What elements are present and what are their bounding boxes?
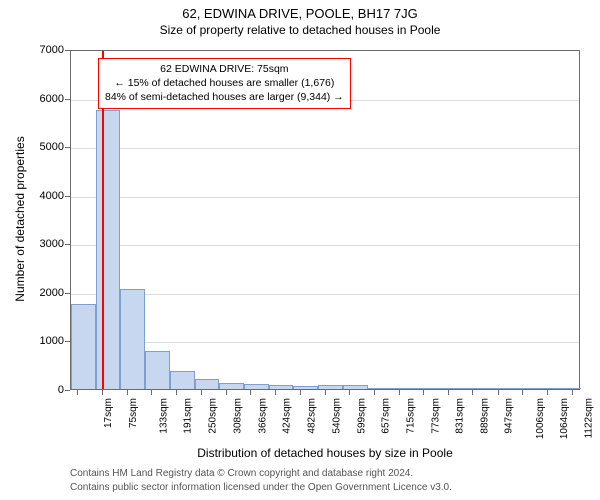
histogram-bar — [467, 388, 492, 389]
grid-line — [71, 148, 579, 149]
annotation-line1: 62 EDWINA DRIVE: 75sqm — [105, 62, 344, 76]
ytick-mark — [65, 196, 70, 197]
xtick-label: 831sqm — [455, 398, 466, 434]
footer-line2: Contains public sector information licen… — [70, 482, 452, 493]
xtick-mark — [547, 390, 548, 395]
histogram-bar — [516, 388, 541, 389]
grid-line — [71, 342, 579, 343]
annotation-line2: ← 15% of detached houses are smaller (1,… — [105, 76, 344, 90]
grid-line — [71, 294, 579, 295]
histogram-bar — [541, 388, 566, 389]
xtick-mark — [522, 390, 523, 395]
ytick-label: 3000 — [24, 238, 64, 250]
xtick-label: 1122sqm — [583, 398, 594, 438]
ytick-label: 4000 — [24, 190, 64, 202]
histogram-bar — [368, 388, 393, 389]
ytick-mark — [65, 293, 70, 294]
xtick-mark — [151, 390, 152, 395]
xtick-mark — [498, 390, 499, 395]
chart-subtitle: Size of property relative to detached ho… — [0, 21, 600, 37]
ytick-mark — [65, 99, 70, 100]
histogram-bar — [566, 388, 581, 389]
xtick-mark — [349, 390, 350, 395]
xtick-mark — [374, 390, 375, 395]
xtick-mark — [399, 390, 400, 395]
ytick-mark — [65, 390, 70, 391]
xtick-label: 657sqm — [381, 398, 392, 434]
ytick-label: 0 — [24, 384, 64, 396]
xtick-label: 250sqm — [208, 398, 219, 434]
xtick-mark — [300, 390, 301, 395]
x-axis-label: Distribution of detached houses by size … — [70, 446, 580, 460]
xtick-label: 133sqm — [158, 398, 169, 434]
histogram-bar — [145, 351, 170, 389]
xtick-label: 540sqm — [331, 398, 342, 434]
xtick-label: 75sqm — [128, 398, 139, 428]
grid-line — [71, 245, 579, 246]
xtick-label: 191sqm — [183, 398, 194, 434]
ytick-label: 2000 — [24, 287, 64, 299]
xtick-label: 715sqm — [405, 398, 416, 434]
xtick-mark — [77, 390, 78, 395]
xtick-mark — [201, 390, 202, 395]
ytick-label: 1000 — [24, 335, 64, 347]
chart-container: 62, EDWINA DRIVE, POOLE, BH17 7JG Size o… — [0, 0, 600, 500]
histogram-bar — [491, 388, 516, 389]
histogram-bar — [318, 385, 343, 389]
xtick-label: 424sqm — [282, 398, 293, 434]
histogram-bar — [195, 379, 220, 389]
chart-title: 62, EDWINA DRIVE, POOLE, BH17 7JG — [0, 0, 600, 21]
annotation-box: 62 EDWINA DRIVE: 75sqm ← 15% of detached… — [98, 58, 351, 109]
ytick-label: 6000 — [24, 93, 64, 105]
ytick-mark — [65, 50, 70, 51]
histogram-bar — [392, 388, 417, 389]
xtick-label: 366sqm — [257, 398, 268, 434]
histogram-bar — [71, 304, 96, 389]
histogram-bar — [442, 388, 467, 389]
xtick-label: 482sqm — [306, 398, 317, 434]
ytick-mark — [65, 341, 70, 342]
footer-line1: Contains HM Land Registry data © Crown c… — [70, 468, 413, 479]
histogram-bar — [219, 383, 244, 389]
xtick-mark — [127, 390, 128, 395]
xtick-mark — [250, 390, 251, 395]
xtick-label: 773sqm — [430, 398, 441, 434]
ytick-label: 7000 — [24, 44, 64, 56]
xtick-label: 1064sqm — [559, 398, 570, 439]
histogram-bar — [170, 371, 195, 389]
xtick-mark — [448, 390, 449, 395]
histogram-bar — [120, 289, 145, 389]
ytick-mark — [65, 244, 70, 245]
xtick-label: 889sqm — [479, 398, 490, 434]
xtick-label: 17sqm — [103, 398, 114, 428]
xtick-mark — [423, 390, 424, 395]
xtick-label: 308sqm — [232, 398, 243, 434]
ytick-mark — [65, 147, 70, 148]
xtick-mark — [102, 390, 103, 395]
grid-line — [71, 197, 579, 198]
xtick-mark — [572, 390, 573, 395]
histogram-bar — [96, 110, 121, 389]
xtick-label: 599sqm — [356, 398, 367, 434]
histogram-bar — [343, 385, 368, 389]
histogram-bar — [293, 386, 318, 389]
histogram-bar — [244, 384, 269, 389]
xtick-label: 1006sqm — [535, 398, 546, 439]
xtick-mark — [325, 390, 326, 395]
xtick-mark — [275, 390, 276, 395]
xtick-label: 947sqm — [504, 398, 515, 434]
xtick-mark — [226, 390, 227, 395]
ytick-label: 5000 — [24, 141, 64, 153]
xtick-mark — [472, 390, 473, 395]
xtick-mark — [176, 390, 177, 395]
histogram-bar — [417, 388, 442, 389]
annotation-line3: 84% of semi-detached houses are larger (… — [105, 90, 344, 104]
histogram-bar — [269, 385, 294, 389]
